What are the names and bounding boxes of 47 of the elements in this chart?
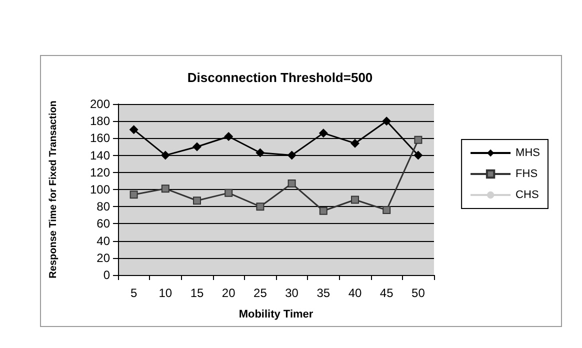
x-tick-label: 40 xyxy=(348,286,362,300)
y-tick-label: 200 xyxy=(90,97,110,111)
x-tick-label: 50 xyxy=(412,286,426,300)
point xyxy=(382,206,391,214)
point xyxy=(319,206,328,215)
y-tick-label: 60 xyxy=(96,216,110,231)
point xyxy=(288,180,296,188)
y-tick-label: 120 xyxy=(90,165,110,180)
point xyxy=(224,132,234,141)
point xyxy=(287,150,296,160)
y-tick-label: 180 xyxy=(90,114,110,128)
chart-title: Disconnection Threshold=500 xyxy=(187,70,373,85)
legend-label: MHS xyxy=(516,147,540,159)
x-tick-label: 25 xyxy=(254,286,268,300)
point xyxy=(318,128,328,138)
point xyxy=(351,196,359,204)
point xyxy=(160,150,170,160)
x-tick-label: 30 xyxy=(285,286,299,300)
x-tick-label: 10 xyxy=(158,286,172,300)
y-tick-label: 80 xyxy=(96,200,110,214)
x-tick-label: 20 xyxy=(222,286,236,300)
y-tick-label: 0 xyxy=(103,268,110,282)
point xyxy=(414,136,422,144)
point xyxy=(161,184,170,193)
y-tick-label: 40 xyxy=(96,234,110,248)
y-tick-label: 140 xyxy=(90,148,110,162)
x-tick-label: 5 xyxy=(130,286,138,300)
point xyxy=(382,116,392,126)
x-tick-label: 15 xyxy=(190,286,204,300)
y-tick-label: 20 xyxy=(96,250,110,265)
x-tick-label: 45 xyxy=(380,286,394,300)
legend-label: CHS xyxy=(516,189,539,201)
point xyxy=(130,190,138,199)
point xyxy=(129,125,138,134)
y-tick-label: 160 xyxy=(90,131,110,146)
x-tick-label: 35 xyxy=(316,286,330,300)
point xyxy=(224,188,233,197)
point xyxy=(256,202,264,211)
point xyxy=(414,150,423,160)
point xyxy=(350,138,360,148)
y-tick-label: 100 xyxy=(90,182,110,196)
point xyxy=(192,142,202,152)
point xyxy=(256,148,265,158)
legend-label: FHS xyxy=(516,168,538,180)
y-axis-title: Response Time for Fixed Transaction xyxy=(48,100,59,278)
point xyxy=(193,196,201,205)
x-axis-title: Mobility Timer xyxy=(238,308,314,320)
